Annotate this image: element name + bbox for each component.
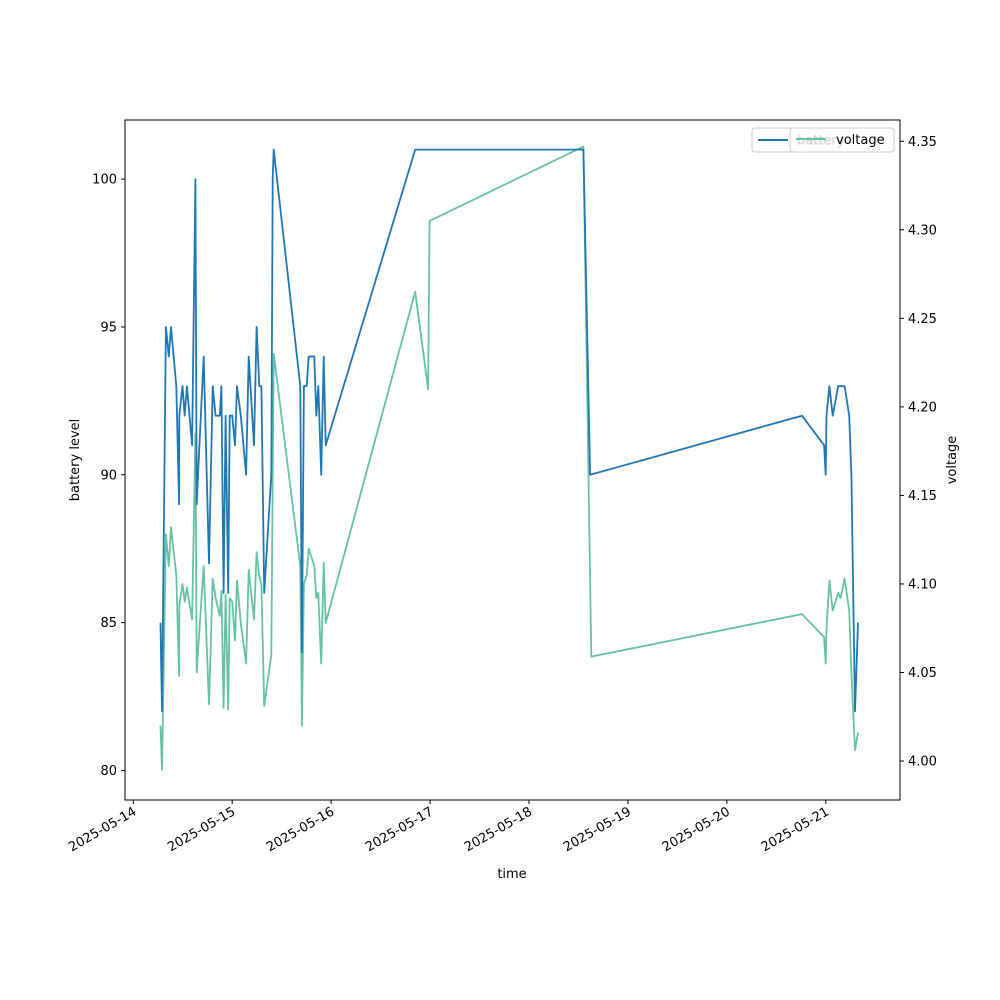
y2-axis-ticks: 4.00 4.05 4.10 4.15 4.20 4.25 4.30 4.35 xyxy=(900,135,937,770)
series-line-voltage xyxy=(159,145,859,771)
y-tick-label: 100 xyxy=(92,173,117,188)
y-axis-ticks: 80 85 90 95 100 xyxy=(92,173,125,779)
legend-box-voltage xyxy=(789,127,895,153)
y2-tick-label: 4.05 xyxy=(908,666,937,681)
plot-frame xyxy=(124,119,901,801)
y-tick-label: 95 xyxy=(100,320,117,335)
x-axis-label: time xyxy=(497,867,526,882)
y2-tick-label: 4.00 xyxy=(908,755,937,770)
y-tick-label: 85 xyxy=(100,616,117,631)
series-line-battery xyxy=(159,148,859,713)
legend-label-voltage: voltage xyxy=(836,133,885,148)
y2-tick-label: 4.20 xyxy=(908,400,937,415)
plot-area xyxy=(125,120,900,800)
y-tick-label: 90 xyxy=(100,468,117,483)
y2-tick-label: 4.15 xyxy=(908,489,937,504)
y-axis-label: battery level xyxy=(68,419,83,502)
y2-tick-label: 4.30 xyxy=(908,223,937,238)
y2-tick-label: 4.35 xyxy=(908,135,937,150)
legend: batteryvoltage xyxy=(751,127,895,153)
y-tick-label: 80 xyxy=(100,764,117,779)
y2-tick-label: 4.10 xyxy=(908,577,937,592)
series-layer xyxy=(159,145,859,771)
y2-tick-label: 4.25 xyxy=(908,312,937,327)
y2-axis-label: voltage xyxy=(945,436,960,485)
